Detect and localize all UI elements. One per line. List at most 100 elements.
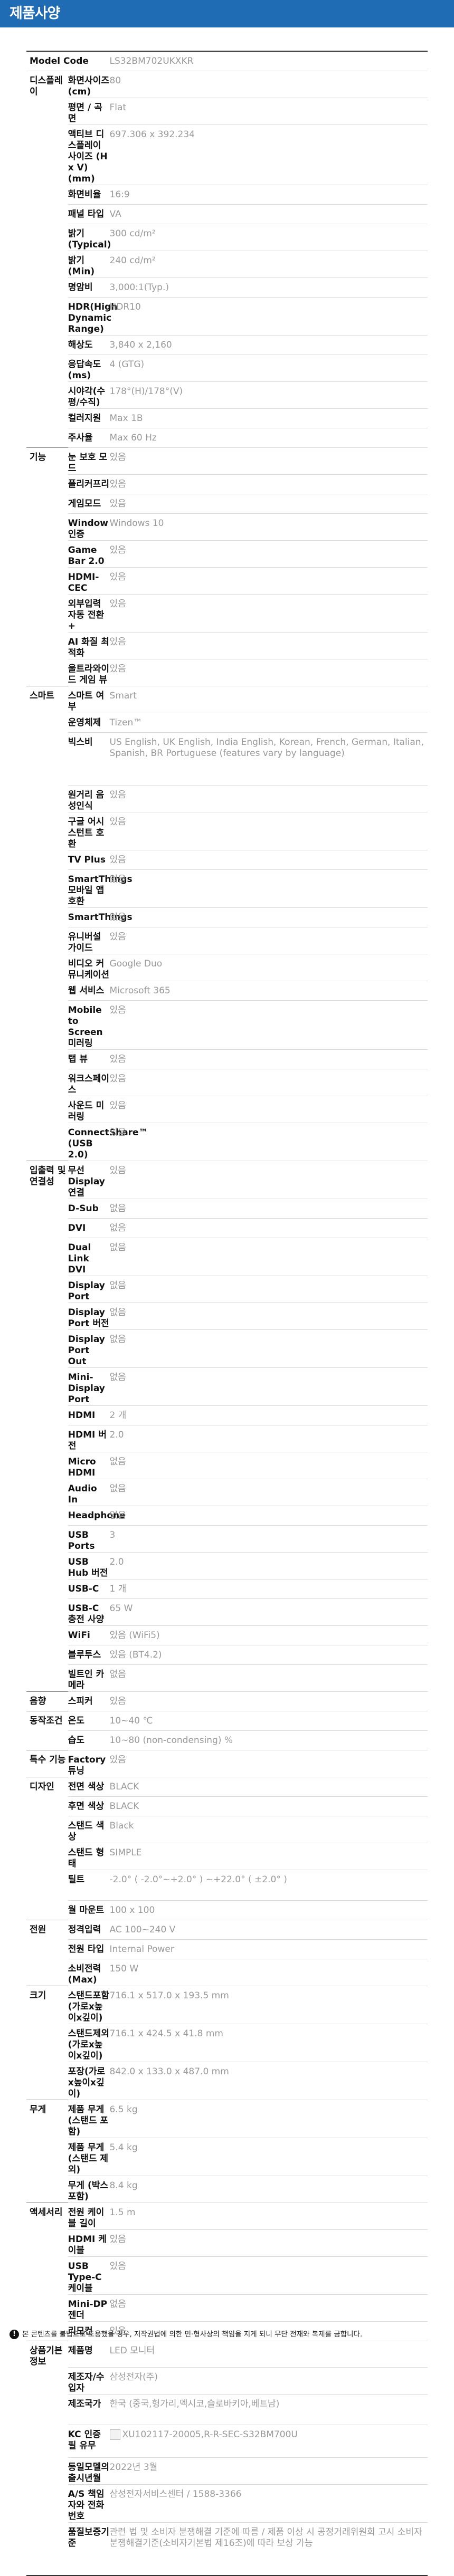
spec-value: 100 x 100 bbox=[109, 1900, 428, 1920]
spec-value: 2022년 3월 bbox=[109, 2457, 428, 2485]
spec-value: 842.0 x 133.0 x 487.0 mm bbox=[109, 2062, 428, 2100]
spec-label: HDMI-CEC bbox=[68, 567, 110, 595]
spec-row: 무게 (박스 포함) 8.4 kg bbox=[26, 2176, 428, 2203]
spec-row: A/S 책임자와 전화번호 삼성전자서비스센터 / 1588-3366 bbox=[26, 2484, 428, 2523]
spec-value: 3,000:1(Typ.) bbox=[109, 277, 428, 298]
spec-value: 한국 (중국,헝가리,멕시코,슬로바키아,베트남) bbox=[109, 2394, 428, 2425]
spec-row: 웹 서비스 Microsoft 365 bbox=[26, 981, 428, 1001]
spec-row: USB Ports 3 bbox=[26, 1525, 428, 1553]
spec-label: USB Type-C 케이블 bbox=[68, 2256, 110, 2295]
spec-value: 240 cd/m² bbox=[109, 251, 428, 278]
spec-row: HDMI 케이블 있음 bbox=[26, 2229, 428, 2257]
spec-label: HDMI 케이블 bbox=[68, 2229, 110, 2257]
spec-label: HDMI 버전 bbox=[68, 1425, 110, 1452]
spec-label: 전원 타입 bbox=[68, 1939, 110, 1959]
spec-category bbox=[26, 1069, 68, 1096]
spec-value: 있음 bbox=[109, 447, 428, 475]
spec-label: Mini-Display Port bbox=[68, 1367, 110, 1406]
spec-category bbox=[26, 785, 68, 812]
spec-row: Mini-Display Port 없음 bbox=[26, 1367, 428, 1406]
page-title: 제품사양 bbox=[10, 5, 60, 22]
spec-value: 있음 bbox=[109, 2256, 428, 2295]
spec-value: 있음 bbox=[109, 1749, 428, 1777]
spec-value: 3 bbox=[109, 1525, 428, 1553]
spec-value: BLACK bbox=[109, 1776, 428, 1797]
spec-category bbox=[26, 2062, 68, 2100]
spec-row: 게임모드 있음 bbox=[26, 494, 428, 514]
spec-row: 기능 눈 보호 모드 있음 bbox=[26, 447, 428, 475]
spec-category bbox=[26, 713, 68, 732]
spec-value: 있음 bbox=[109, 1160, 428, 1199]
spec-category: 스마트 bbox=[26, 685, 68, 713]
spec-label: HDMI bbox=[68, 1405, 110, 1425]
spec-category bbox=[26, 1425, 68, 1452]
spec-category bbox=[26, 224, 68, 251]
spec-row: 사운드 미러링 있음 bbox=[26, 1096, 428, 1123]
spec-category bbox=[26, 850, 68, 869]
spec-row: 컬러지원 Max 1B bbox=[26, 408, 428, 428]
spec-row: 동일모델의 출시년월 2022년 3월 bbox=[26, 2457, 428, 2485]
spec-label: Factory 튜닝 bbox=[68, 1749, 110, 1777]
spec-row: 전원 정격입력 AC 100~240 V bbox=[26, 1919, 428, 1940]
spec-row: KC 인증 필 유무 XU102117-20005,R-R-SEC-S32BM70… bbox=[26, 2425, 428, 2458]
spec-category bbox=[26, 1276, 68, 1303]
spec-value: 4 (GTG) bbox=[109, 355, 428, 382]
spec-value: 없음 bbox=[109, 1367, 428, 1406]
spec-category: 상품기본정보 bbox=[26, 2340, 68, 2368]
spec-label: 사운드 미러링 bbox=[68, 1096, 110, 1123]
kc-cert-number: XU102117-20005,R-R-SEC-S32BM700U bbox=[122, 2429, 298, 2440]
spec-label: Window 인증 bbox=[68, 513, 110, 541]
spec-value: 있음 bbox=[109, 474, 428, 494]
spec-category bbox=[26, 98, 68, 125]
spec-label: USB Hub 버전 bbox=[68, 1552, 110, 1579]
spec-label: Mobile to Screen 미러링 bbox=[68, 1000, 110, 1050]
spec-label: 스탠드 색상 bbox=[68, 1816, 110, 1843]
spec-value: 6.5 kg bbox=[109, 2099, 428, 2138]
spec-label: KC 인증 필 유무 bbox=[68, 2425, 110, 2458]
spec-row: 탭 뷰 있음 bbox=[26, 1049, 428, 1069]
spec-value: 있음 bbox=[109, 632, 428, 659]
spec-value: 1 개 bbox=[109, 1579, 428, 1599]
spec-value: 있음 bbox=[109, 927, 428, 954]
spec-category bbox=[26, 2294, 68, 2321]
spec-label: 품질보증기준 bbox=[68, 2522, 110, 2576]
spec-category: Model Code bbox=[26, 51, 110, 71]
spec-category: 전원 bbox=[26, 1919, 68, 1939]
spec-value: 관련 법 및 소비자 분쟁해결 기준에 따름 / 제품 이상 시 공정거래위원회… bbox=[109, 2522, 428, 2576]
spec-row: Model Code LS32BM702UKXKR bbox=[26, 51, 428, 71]
spec-category bbox=[26, 732, 68, 785]
spec-label: 응답속도 (ms) bbox=[68, 355, 110, 382]
spec-category: 크기 bbox=[26, 1985, 68, 2024]
spec-label: 패널 타입 bbox=[68, 204, 110, 224]
spec-value: 65 W bbox=[109, 1598, 428, 1626]
spec-value: LS32BM702UKXKR bbox=[109, 51, 428, 71]
spec-row: 화면비율 16:9 bbox=[26, 185, 428, 205]
spec-row: Display Port 없음 bbox=[26, 1276, 428, 1303]
spec-row: ConnectShare™ (USB 2.0) 있음 bbox=[26, 1123, 428, 1161]
spec-category bbox=[26, 474, 68, 494]
spec-label: 제조자/수입자 bbox=[68, 2367, 110, 2395]
spec-label: 액티브 디스플레이 사이즈 (H x V) (mm) bbox=[68, 125, 110, 185]
spec-value: 150 W bbox=[109, 1959, 428, 1986]
spec-row: 스마트 스마트 여부 Smart bbox=[26, 685, 428, 713]
kc-mark-icon bbox=[109, 2429, 120, 2440]
spec-value: 있음 (BT4.2) bbox=[109, 1645, 428, 1665]
spec-table-container: Model Code LS32BM702UKXKR 디스플레이 화면사이즈 (cm) 8… bbox=[26, 51, 428, 2576]
spec-category bbox=[26, 1730, 68, 1750]
spec-value: 716.1 x 517.0 x 193.5 mm bbox=[109, 1985, 428, 2024]
spec-label: 울트라와이드 게임 뷰 bbox=[68, 659, 110, 686]
spec-category bbox=[26, 869, 68, 907]
spec-value: 716.1 x 424.5 x 41.8 mm bbox=[109, 2024, 428, 2062]
spec-label: 스마트 여부 bbox=[68, 685, 110, 713]
spec-category bbox=[26, 1238, 68, 1276]
spec-category bbox=[26, 2138, 68, 2176]
info-icon: ! bbox=[10, 2330, 19, 2339]
spec-row: Mini-DP 젠더 없음 bbox=[26, 2294, 428, 2322]
spec-label: D-Sub bbox=[68, 1199, 110, 1219]
spec-value: XU102117-20005,R-R-SEC-S32BM700U bbox=[109, 2425, 428, 2458]
spec-label: 운영체제 bbox=[68, 713, 110, 733]
spec-value: 삼성전자서비스센터 / 1588-3366 bbox=[109, 2484, 428, 2523]
spec-row: 입출력 및 연결성 무선 Display 연결 있음 bbox=[26, 1160, 428, 1199]
spec-value: Smart bbox=[109, 685, 428, 713]
spec-category bbox=[26, 1199, 68, 1218]
